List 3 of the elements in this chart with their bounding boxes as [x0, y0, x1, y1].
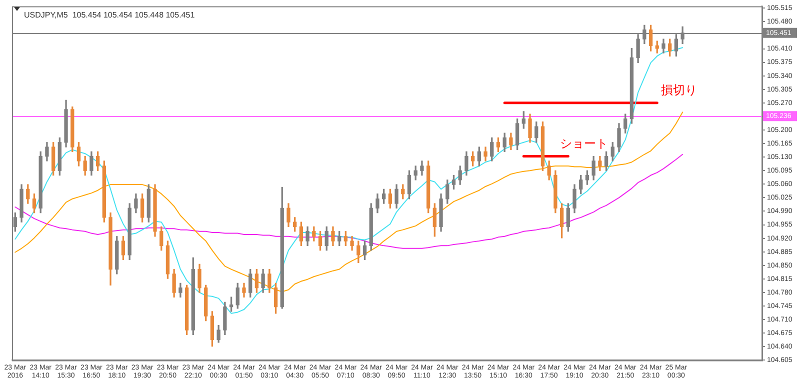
- series-label: ショート: [560, 136, 608, 150]
- text: USDJPY,M5 105.454 105.454 105.448 105.451: [24, 10, 196, 20]
- series-label: 損切り: [661, 83, 698, 98]
